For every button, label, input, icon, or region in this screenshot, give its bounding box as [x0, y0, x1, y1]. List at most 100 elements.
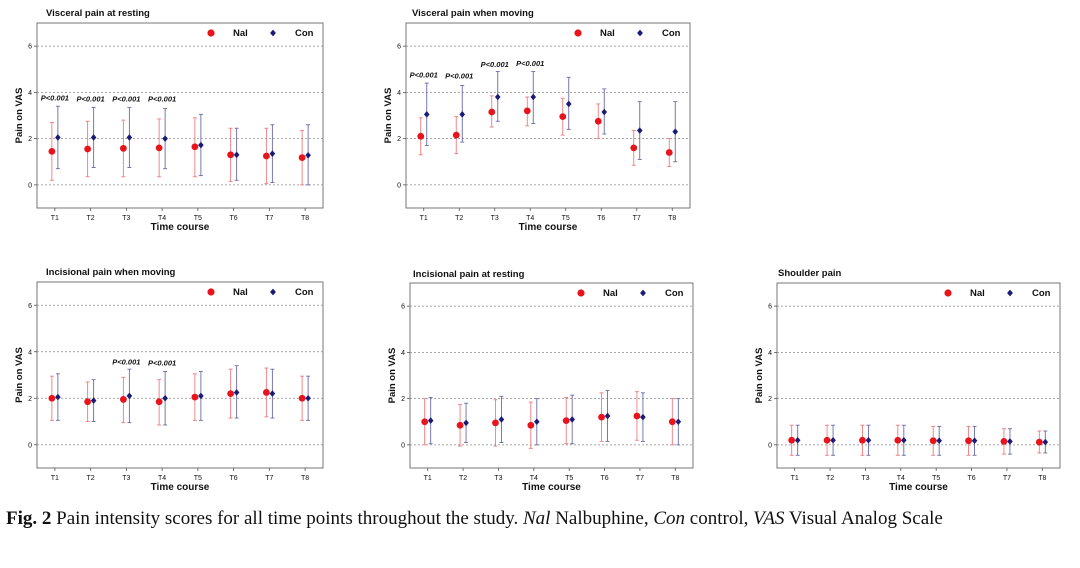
plot-frame [36, 22, 324, 209]
y-tick-label: 0 [397, 182, 401, 189]
data-point-con [459, 111, 466, 118]
x-tick-label: T8 [301, 475, 309, 482]
y-tick-label: 0 [401, 442, 405, 449]
plot-frame [409, 282, 694, 469]
y-tick-label: 6 [28, 303, 32, 310]
legend-label-nal: Nal [603, 288, 618, 299]
data-point-nal [421, 418, 429, 426]
data-point-nal [227, 390, 235, 397]
data-point-nal [965, 437, 972, 445]
data-point-nal [262, 152, 270, 160]
caption-text: Pain intensity scores for all time point… [56, 508, 519, 529]
y-tick-label: 2 [28, 396, 32, 403]
legend-label-con: Con [665, 288, 684, 299]
x-tick-label: T1 [51, 215, 59, 222]
y-tick-label: 4 [401, 350, 405, 357]
data-point-con [126, 134, 133, 141]
y-tick-label: 4 [397, 90, 401, 97]
data-point-con [90, 397, 97, 404]
data-point-nal [452, 131, 460, 139]
chart-title: Incisional pain at resting [413, 269, 525, 280]
data-point-nal [823, 436, 831, 444]
data-point-con [494, 93, 501, 101]
legend-label-nal: Nal [600, 28, 615, 39]
data-point-con [198, 392, 204, 400]
y-tick-label: 2 [397, 136, 401, 143]
plot-frame [36, 281, 324, 469]
legend-marker-nal [207, 288, 215, 296]
x-tick-label: T6 [230, 475, 238, 482]
data-point-con [534, 418, 540, 426]
data-point-con [305, 151, 311, 159]
x-tick-label: T2 [455, 215, 463, 222]
data-point-nal [298, 394, 306, 402]
legend-label-nal: Nal [233, 28, 248, 39]
data-point-nal [155, 144, 163, 152]
x-tick-label: T4 [897, 475, 905, 482]
data-point-con [604, 412, 611, 420]
x-axis-label: Time course [151, 482, 210, 493]
y-tick-label: 0 [28, 182, 32, 189]
p-value-annotation: P<0.001 [481, 60, 509, 69]
data-point-nal [298, 154, 306, 161]
data-point-nal [84, 398, 92, 406]
data-point-con [55, 393, 61, 401]
x-tick-label: T1 [420, 215, 428, 222]
data-point-con [1042, 438, 1049, 446]
y-tick-label: 0 [768, 442, 772, 449]
data-point-con [569, 416, 575, 423]
data-point-nal [527, 421, 535, 429]
legend-marker-con [270, 29, 276, 37]
data-point-con [675, 418, 682, 426]
data-point-nal [492, 419, 499, 427]
x-tick-label: T8 [301, 215, 309, 222]
data-point-nal [894, 436, 902, 444]
data-point-nal [488, 108, 496, 116]
x-tick-label: T1 [424, 475, 432, 482]
x-tick-label: T4 [530, 475, 538, 482]
data-point-nal [633, 412, 641, 420]
chart-title: Shoulder pain [778, 268, 842, 279]
x-tick-label: T7 [633, 215, 641, 222]
x-tick-label: T6 [230, 215, 238, 222]
x-tick-label: T7 [265, 215, 273, 222]
x-axis-label: Time course [522, 482, 581, 493]
chart-panel-5: Shoulder pain 0 2 4 6 T1 T2 T3 T4 T5 T6 T7 T8 Time co… [754, 268, 1061, 493]
x-tick-label: T6 [597, 215, 605, 222]
legend-marker-nal [577, 289, 585, 297]
data-point-nal [665, 149, 673, 156]
legend-marker-con [1007, 289, 1013, 297]
p-value-annotation: P<0.001 [41, 93, 69, 102]
x-tick-label: T7 [265, 475, 273, 482]
legend-marker-con [270, 288, 276, 296]
x-tick-label: T5 [562, 215, 570, 222]
x-tick-label: T2 [87, 475, 95, 482]
y-tick-label: 2 [401, 396, 405, 403]
data-point-con [672, 128, 679, 135]
x-tick-label: T5 [194, 475, 202, 482]
data-point-con [463, 419, 469, 427]
y-tick-label: 6 [401, 304, 405, 311]
x-tick-label: T1 [791, 475, 799, 482]
data-point-con [971, 437, 978, 445]
y-tick-label: 6 [28, 44, 32, 51]
y-tick-label: 4 [28, 90, 32, 97]
x-tick-label: T7 [636, 475, 644, 482]
data-point-con [636, 127, 643, 134]
data-point-nal [788, 436, 796, 444]
data-point-con [423, 111, 430, 118]
y-tick-label: 2 [28, 136, 32, 143]
y-tick-label: 4 [28, 349, 32, 356]
data-point-con [427, 417, 434, 424]
y-tick-label: 2 [768, 396, 772, 403]
p-value-annotation: P<0.001 [410, 70, 438, 79]
figure-caption: Fig. 2 Pain intensity scores for all tim… [6, 506, 1074, 531]
data-point-con [162, 394, 168, 402]
plot-frame [776, 282, 1061, 469]
data-point-con [601, 108, 608, 116]
data-point-nal [859, 436, 866, 444]
data-point-nal [929, 437, 937, 445]
x-tick-label: T8 [1038, 475, 1046, 482]
x-tick-label: T2 [87, 215, 95, 222]
chart-title: Visceral pain at resting [46, 8, 150, 19]
